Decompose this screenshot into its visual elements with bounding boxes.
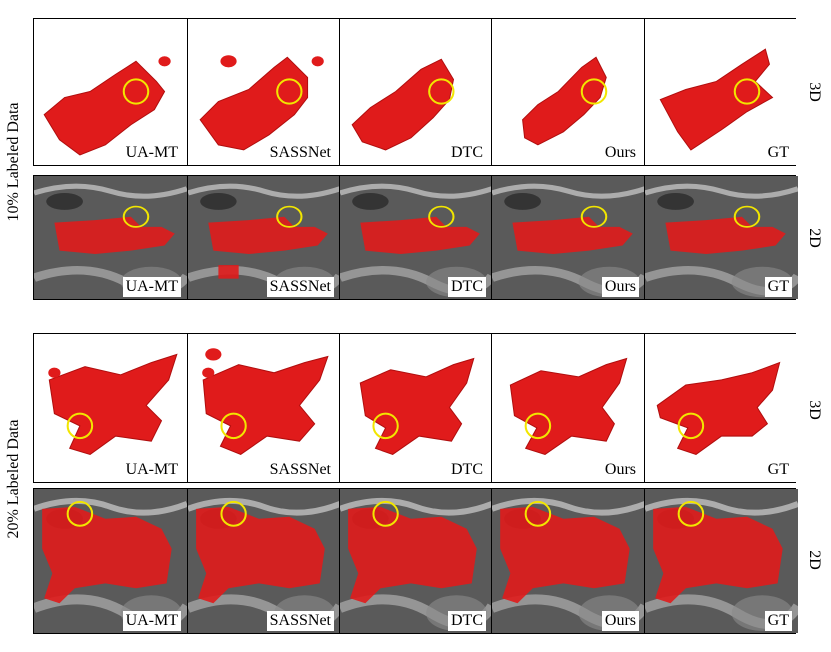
figure-row-2d: UA-MT SASSNet DTC Ours GT [33,175,798,300]
group-label-10: 10% Labeled Data [5,102,22,222]
method-caption: SASSNet [266,460,334,480]
method-caption: DTC [448,460,486,480]
segmentation-3d-render [188,19,340,165]
method-caption: UA-MT [122,611,181,631]
segmentation-3d-render [34,19,187,165]
method-caption: UA-MT [122,277,181,297]
method-caption: GT [764,277,792,297]
method-caption: SASSNet [266,143,334,163]
method-caption: UA-MT [122,460,181,480]
panel-gt: GT [644,489,798,633]
panel-sassnet: SASSNet [187,19,340,165]
panel-sassnet: SASSNet [187,489,340,633]
mri-slice-overlay [340,489,492,633]
figure-row-3d: UA-MT SASSNet DTC Ours GT [33,333,798,483]
row-label-2d: 2D [806,228,823,248]
method-caption: Ours [601,277,639,297]
panel-ua-mt: UA-MT [34,334,187,482]
method-caption: GT [764,143,792,163]
panel-ours: Ours [491,19,645,165]
segmentation-3d-render [492,334,645,482]
segmentation-3d-render [492,19,645,165]
row-label-3d: 3D [806,82,823,102]
segmentation-3d-render [340,334,492,482]
figure-row-3d: UA-MT SASSNet DTC Ours GT [33,18,798,166]
panel-gt: GT [644,334,798,482]
mri-slice-overlay [645,489,798,633]
method-caption: DTC [448,611,486,631]
panel-ours: Ours [491,334,645,482]
panel-sassnet: SASSNet [187,334,340,482]
method-caption: DTC [448,277,486,297]
method-caption: SASSNet [266,277,334,297]
panel-ua-mt: UA-MT [34,489,187,633]
panel-ours: Ours [491,176,645,299]
method-caption: GT [764,460,792,480]
mri-slice-overlay [340,176,492,299]
segmentation-3d-render [34,334,187,482]
segmentation-3d-render [340,19,492,165]
method-caption: UA-MT [122,143,181,163]
segmentation-3d-render [645,334,798,482]
panel-ua-mt: UA-MT [34,19,187,165]
row-label-3d: 3D [806,400,823,420]
method-caption: Ours [601,143,639,163]
panel-ua-mt: UA-MT [34,176,187,299]
panel-gt: GT [644,19,798,165]
panel-dtc: DTC [339,19,492,165]
panel-gt: GT [644,176,798,299]
method-caption: SASSNet [266,611,334,631]
method-caption: GT [764,611,792,631]
panel-sassnet: SASSNet [187,176,340,299]
group-label-20: 20% Labeled Data [5,419,22,539]
method-caption: DTC [448,143,486,163]
panel-dtc: DTC [339,334,492,482]
segmentation-3d-render [645,19,798,165]
figure-row-2d: UA-MT SASSNet DTC Ours GT [33,488,798,634]
mri-slice-overlay [188,489,340,633]
row-label-2d: 2D [806,550,823,570]
method-caption: Ours [601,611,639,631]
method-caption: Ours [601,460,639,480]
panel-dtc: DTC [339,489,492,633]
segmentation-3d-render [188,334,340,482]
panel-dtc: DTC [339,176,492,299]
panel-ours: Ours [491,489,645,633]
